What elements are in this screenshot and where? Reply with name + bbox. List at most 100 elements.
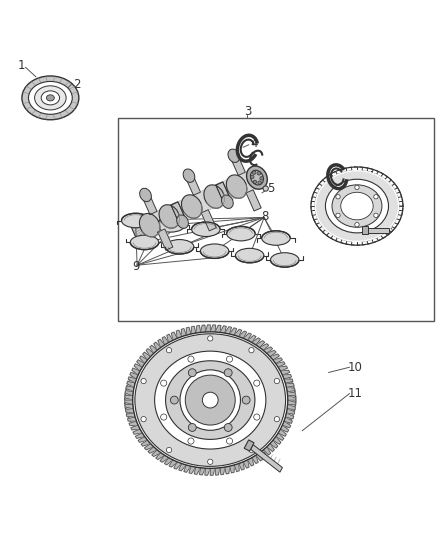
Polygon shape: [177, 330, 182, 338]
Polygon shape: [286, 387, 295, 392]
Polygon shape: [239, 331, 247, 338]
Circle shape: [224, 369, 232, 377]
Polygon shape: [160, 455, 169, 462]
Polygon shape: [143, 352, 151, 360]
Polygon shape: [185, 174, 201, 195]
Polygon shape: [127, 417, 137, 421]
Text: 1: 1: [17, 59, 25, 71]
Circle shape: [254, 414, 260, 420]
Circle shape: [161, 414, 167, 420]
Text: 6: 6: [381, 199, 389, 212]
Ellipse shape: [325, 179, 389, 233]
Ellipse shape: [341, 192, 373, 220]
Ellipse shape: [133, 332, 288, 469]
Polygon shape: [247, 458, 254, 466]
Polygon shape: [210, 325, 215, 332]
Bar: [362, 226, 368, 234]
Polygon shape: [128, 377, 137, 383]
Polygon shape: [284, 417, 292, 423]
Ellipse shape: [247, 166, 267, 189]
Polygon shape: [174, 462, 182, 469]
Ellipse shape: [46, 95, 54, 101]
Polygon shape: [278, 366, 287, 371]
Circle shape: [336, 213, 340, 217]
Polygon shape: [171, 202, 186, 223]
Polygon shape: [220, 326, 226, 333]
Polygon shape: [169, 460, 177, 467]
Circle shape: [141, 378, 146, 384]
Circle shape: [202, 392, 218, 408]
Polygon shape: [133, 429, 142, 434]
Polygon shape: [215, 325, 221, 333]
Circle shape: [226, 438, 233, 444]
Polygon shape: [267, 350, 276, 357]
Polygon shape: [215, 468, 220, 475]
Polygon shape: [280, 425, 289, 432]
Polygon shape: [162, 337, 169, 345]
Polygon shape: [150, 345, 157, 353]
Text: 3: 3: [244, 106, 251, 118]
Text: 10: 10: [347, 361, 362, 374]
Polygon shape: [158, 229, 173, 250]
Circle shape: [249, 447, 254, 453]
Circle shape: [188, 424, 196, 431]
Polygon shape: [267, 443, 274, 451]
Polygon shape: [273, 437, 281, 445]
Circle shape: [253, 180, 257, 184]
Polygon shape: [244, 440, 254, 451]
Circle shape: [257, 172, 261, 175]
Polygon shape: [196, 326, 201, 333]
Polygon shape: [154, 342, 161, 350]
Circle shape: [208, 336, 213, 341]
Circle shape: [254, 380, 260, 386]
Circle shape: [141, 416, 146, 422]
Ellipse shape: [156, 217, 185, 232]
Polygon shape: [135, 433, 145, 438]
Polygon shape: [263, 447, 271, 455]
Ellipse shape: [155, 351, 266, 449]
Polygon shape: [200, 468, 205, 475]
Polygon shape: [171, 201, 186, 223]
Ellipse shape: [227, 227, 255, 241]
Polygon shape: [137, 360, 145, 367]
Polygon shape: [165, 458, 173, 465]
Polygon shape: [134, 364, 142, 371]
Polygon shape: [125, 391, 133, 396]
Circle shape: [260, 176, 263, 180]
Polygon shape: [146, 349, 154, 357]
Text: 5: 5: [267, 182, 274, 195]
Circle shape: [188, 356, 194, 362]
Ellipse shape: [22, 76, 79, 120]
Polygon shape: [142, 193, 157, 214]
Polygon shape: [270, 354, 279, 360]
Polygon shape: [189, 466, 196, 473]
Ellipse shape: [28, 82, 72, 114]
Ellipse shape: [139, 213, 160, 237]
Circle shape: [258, 181, 261, 184]
Circle shape: [188, 369, 196, 377]
Ellipse shape: [140, 188, 152, 201]
Polygon shape: [225, 466, 230, 474]
Text: 4: 4: [250, 138, 258, 150]
Polygon shape: [126, 386, 134, 392]
Polygon shape: [191, 326, 196, 334]
Ellipse shape: [315, 171, 399, 241]
Polygon shape: [276, 362, 285, 367]
Ellipse shape: [159, 205, 180, 228]
Polygon shape: [125, 405, 133, 409]
Circle shape: [274, 378, 279, 384]
Polygon shape: [285, 383, 294, 387]
Polygon shape: [283, 375, 291, 379]
Bar: [368, 228, 389, 233]
Text: 9: 9: [132, 260, 140, 273]
Polygon shape: [251, 445, 283, 472]
Polygon shape: [252, 455, 258, 464]
Circle shape: [166, 348, 172, 353]
Polygon shape: [186, 327, 191, 335]
Text: 2: 2: [73, 78, 81, 91]
Polygon shape: [230, 465, 234, 473]
Circle shape: [166, 447, 172, 453]
Ellipse shape: [165, 239, 194, 254]
Ellipse shape: [41, 91, 60, 105]
Ellipse shape: [183, 169, 195, 182]
